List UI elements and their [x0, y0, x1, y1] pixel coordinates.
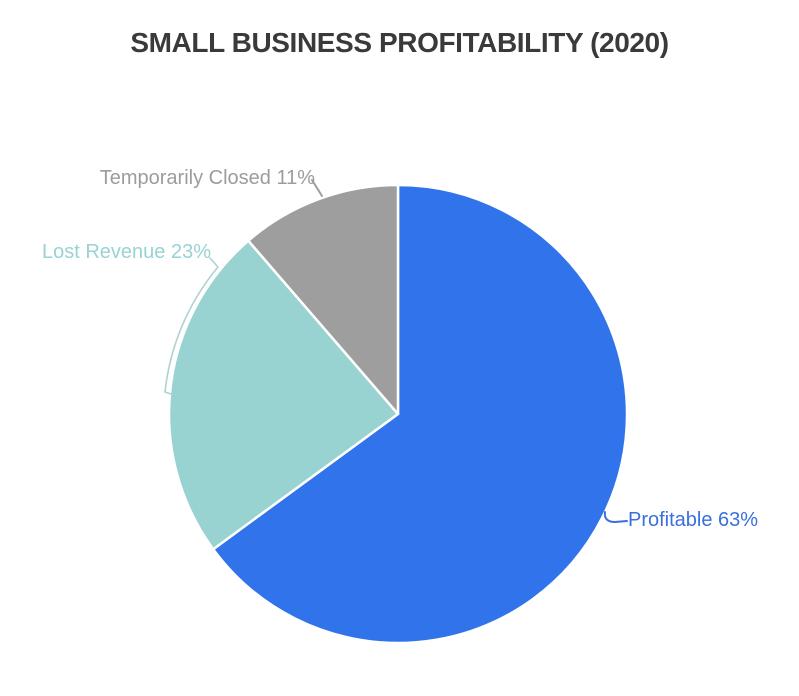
pie-slice-temporarily-closed: [247, 183, 400, 416]
leader-line-profitable: [603, 511, 628, 523]
chart-title: SMALL BUSINESS PROFITABILITY (2020): [130, 27, 669, 58]
leader-line-temporarily-closed: [311, 179, 323, 197]
pie-slice-profitable: [211, 183, 629, 645]
pie-slices: [167, 183, 629, 645]
callout-temporarily-closed: Temporarily Closed 11%: [99, 167, 315, 189]
leader-line-lost-revenue: [164, 257, 219, 395]
callout-profitable: Profitable 63%: [628, 509, 759, 531]
callout-lost-revenue: Lost Revenue 23%: [41, 241, 211, 263]
pie-slice-lost-revenue: [167, 239, 400, 551]
